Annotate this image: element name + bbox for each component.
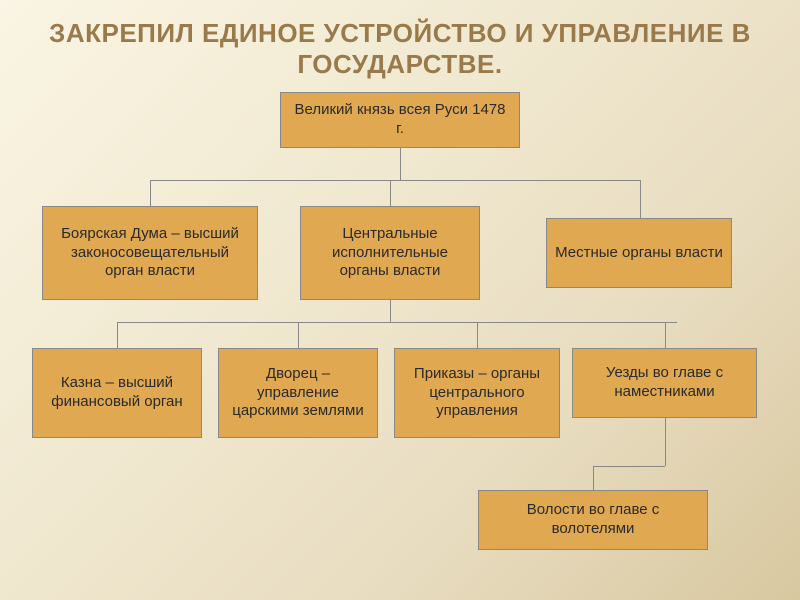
- node-local-auth: Местные органы власти: [546, 218, 732, 288]
- node-kazna: Казна – высший финансовый орган: [32, 348, 202, 438]
- node-boyar-duma: Боярская Дума – высший законосовещательн…: [42, 206, 258, 300]
- connector-line: [665, 322, 666, 348]
- node-prikazy: Приказы – органы центрального управления: [394, 348, 560, 438]
- connector-line: [477, 322, 478, 348]
- connector-line: [390, 180, 391, 206]
- connector-line: [390, 300, 391, 322]
- connector-line: [665, 418, 666, 466]
- connector-line: [400, 148, 401, 180]
- connector-line: [150, 180, 151, 206]
- node-root: Великий князь всея Руси 1478 г.: [280, 92, 520, 148]
- node-central-exec: Центральные исполнительные органы власти: [300, 206, 480, 300]
- connector-line: [117, 322, 677, 323]
- node-uezdy: Уезды во главе с наместниками: [572, 348, 757, 418]
- node-dvorets: Дворец – управление царскими землями: [218, 348, 378, 438]
- connector-line: [150, 180, 640, 181]
- node-volosti: Волости во главе с волотелями: [478, 490, 708, 550]
- connector-line: [640, 180, 641, 218]
- connector-line: [298, 322, 299, 348]
- page-title: ЗАКРЕПИЛ ЕДИНОЕ УСТРОЙСТВО И УПРАВЛЕНИЕ …: [0, 0, 800, 92]
- connector-line: [117, 322, 118, 348]
- connector-line: [593, 466, 594, 490]
- connector-line: [593, 466, 665, 467]
